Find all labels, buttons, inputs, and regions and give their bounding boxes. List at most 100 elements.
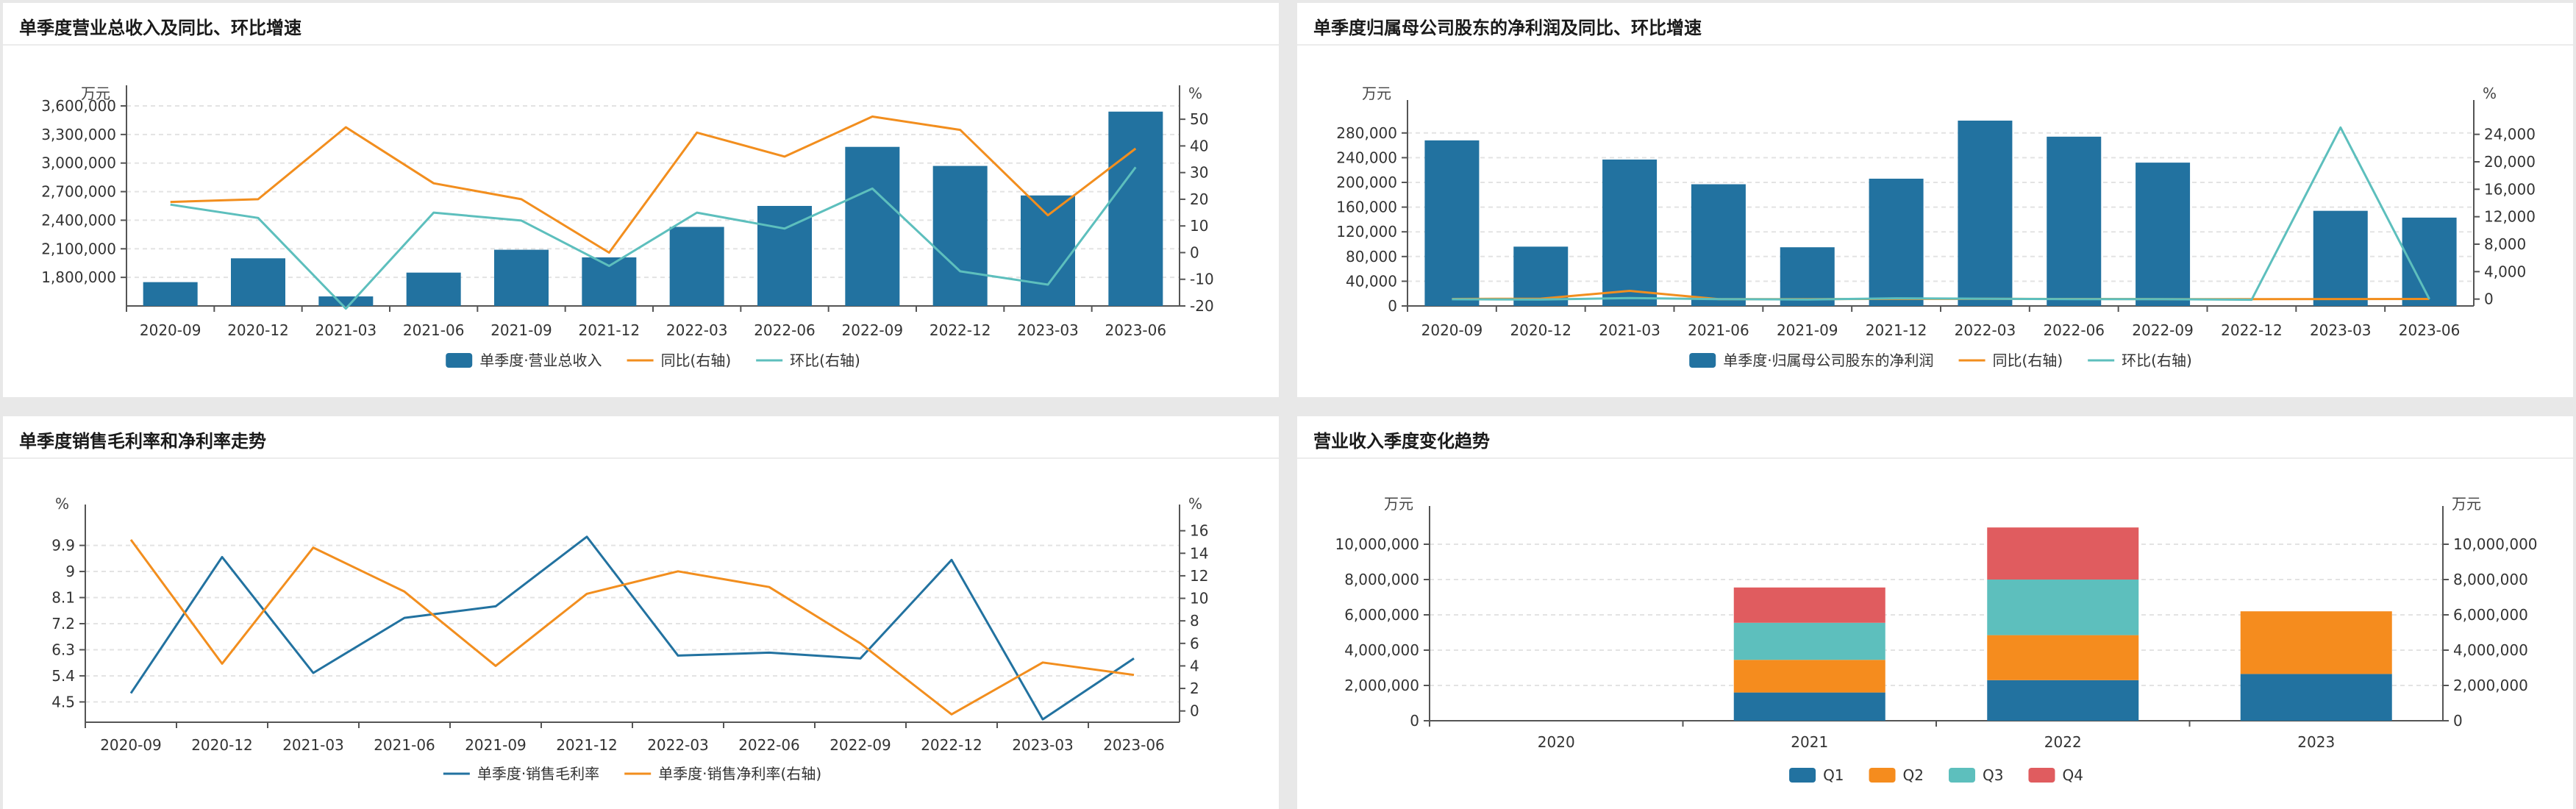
x-tick-label: 2022-09: [2132, 321, 2194, 339]
bar-series: [1424, 121, 2457, 306]
bar: [932, 165, 988, 306]
x-tick-label: 2022: [2044, 733, 2082, 751]
bar: [1424, 140, 1480, 306]
x-tick-label: 2021-06: [374, 736, 435, 754]
bar: [143, 282, 198, 306]
bar: [1021, 195, 1075, 306]
legend-label: 单季度·销售净利率(右轴): [658, 765, 821, 783]
bar: [494, 249, 549, 306]
line-series-0: [170, 115, 1137, 254]
right-axis-unit: %: [1188, 495, 1202, 513]
left-tick-label: 3,600,000: [41, 97, 116, 115]
x-tick-label: 2022-12: [2221, 321, 2283, 339]
x-tick-label: 2020: [1538, 733, 1575, 751]
bar: [1780, 247, 1835, 306]
panel-title: 单季度销售毛利率和净利率走势: [19, 431, 266, 452]
x-tick-label: 2022-06: [2043, 321, 2105, 339]
panel-net-profit: 单季度归属母公司股东的净利润及同比、环比增速 万元% 0 40,000 80,000 1…: [1297, 3, 2573, 397]
left-tick-label: 5.4: [51, 667, 75, 685]
left-tick-label: 160,000: [1336, 199, 1397, 216]
bar: [1958, 121, 2013, 306]
x-tick-label: 2021-12: [579, 321, 641, 339]
right-tick-label: 50: [1190, 110, 1208, 128]
legend-label: Q1: [1823, 766, 1844, 784]
bar-series: [143, 111, 1163, 306]
right-tick-label: 0: [1190, 702, 1199, 720]
left-tick-label: 8.1: [51, 589, 75, 607]
x-tick-label: 2021-12: [1866, 321, 1927, 339]
x-tick-label: 2022-12: [930, 321, 991, 339]
bar: [231, 258, 285, 306]
right-tick-label: 10,000,000: [2453, 535, 2538, 553]
right-tick-label: -20: [1190, 297, 1214, 315]
legend-swatch: [1949, 768, 1975, 783]
panel-title: 单季度营业总收入及同比、环比增速: [19, 18, 302, 38]
legend-label: 单季度·销售毛利率: [477, 765, 599, 783]
left-tick-label: 80,000: [1346, 248, 1397, 265]
x-tick-label: 2021-06: [1688, 321, 1749, 339]
bar: [1987, 527, 2139, 580]
bar-series-q1: [1733, 674, 2392, 721]
x-tick-label: 2023: [2297, 733, 2335, 751]
x-tick-label: 2021-09: [490, 321, 552, 339]
legend-label: 环比(右轴): [790, 352, 860, 369]
bar: [1691, 184, 1746, 306]
bar: [1108, 111, 1163, 306]
legend: 单季度·归属母公司股东的净利润 同比(右轴) 环比(右轴): [1689, 352, 2192, 369]
right-tick-label: 4,000: [2484, 263, 2526, 280]
x-tick-label: 2022-03: [1955, 321, 2016, 339]
bar: [1733, 660, 1885, 693]
bar: [2136, 163, 2191, 306]
left-tick-label: 9: [65, 563, 75, 580]
right-tick-label: 16: [1190, 522, 1208, 540]
x-tick-label: 2021-03: [1599, 321, 1660, 339]
left-tick-label: 6,000,000: [1344, 606, 1419, 624]
right-tick-label: 8: [1190, 612, 1199, 630]
x-tick-label: 2022-03: [647, 736, 709, 754]
right-tick-label: 12,000: [2484, 208, 2536, 226]
bar: [2313, 210, 2368, 306]
legend-swatch: [1869, 768, 1896, 783]
right-tick-label: 20: [1190, 190, 1208, 208]
x-tick-label: 2023-06: [2399, 321, 2461, 339]
x-tick-label: 2020-09: [1421, 321, 1483, 339]
left-tick-label: 3,000,000: [41, 154, 116, 172]
x-tick-label: 2020-12: [1510, 321, 1571, 339]
left-tick-label: 200,000: [1336, 174, 1397, 191]
legend-label: Q2: [1903, 766, 1924, 784]
left-axis-unit: %: [55, 495, 69, 513]
right-axis-unit: %: [2483, 85, 2497, 102]
panel-margin: 单季度销售毛利率和净利率走势 %% 4.5 5.4 6.3 7.2 8.1 9 9.9 0 2 4 6…: [3, 416, 1279, 809]
right-tick-label: 10: [1190, 217, 1208, 235]
left-tick-label: 2,000,000: [1344, 677, 1419, 694]
right-tick-label: 0: [2453, 712, 2463, 730]
legend-label: 同比(右轴): [661, 352, 732, 369]
bar: [757, 206, 812, 306]
right-axis-unit: 万元: [2452, 495, 2481, 513]
legend-label: 同比(右轴): [1993, 352, 2063, 369]
x-tick-label: 2022-06: [738, 736, 800, 754]
x-tick-label: 2023-03: [1012, 736, 1074, 754]
right-tick-label: 2: [1190, 680, 1199, 697]
bar: [1869, 178, 1924, 306]
bar: [1733, 587, 1885, 623]
x-tick-label: 2023-03: [2310, 321, 2372, 339]
panel-title: 单季度归属母公司股东的净利润及同比、环比增速: [1313, 18, 1702, 38]
right-tick-label: -10: [1190, 271, 1214, 288]
right-tick-label: 24,000: [2484, 126, 2536, 143]
legend-swatch: [1689, 353, 1716, 368]
right-tick-label: 0: [1190, 243, 1199, 261]
legend-swatch: [446, 353, 473, 368]
legend-label: 环比(右轴): [2122, 352, 2192, 369]
bar: [2240, 611, 2392, 674]
bar: [845, 146, 900, 306]
right-tick-label: 16,000: [2484, 180, 2536, 198]
quarterly-trend-chart: 万元 万元 0 2,000,000 4,000,000 6,000,000 8,000,00…: [1335, 495, 2538, 784]
bar: [1987, 580, 2139, 635]
bar: [1733, 622, 1885, 660]
left-tick-label: 9.9: [51, 537, 75, 555]
left-tick-label: 6.3: [51, 641, 75, 658]
legend: Q1 Q2 Q3 Q4: [1789, 766, 2083, 784]
bar-series-q4: [1733, 527, 2139, 623]
x-tick-label: 2021-03: [282, 736, 344, 754]
